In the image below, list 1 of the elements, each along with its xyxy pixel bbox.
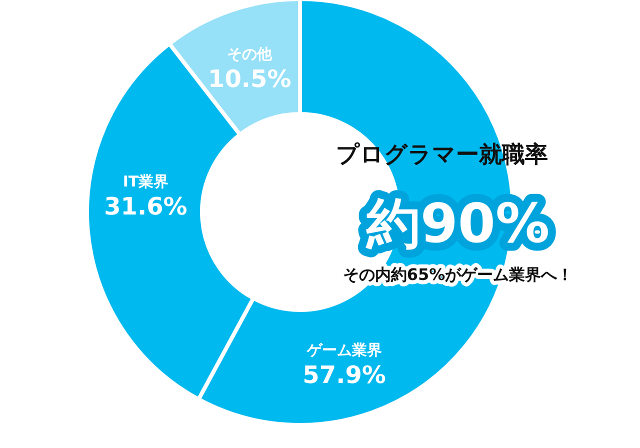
text: プログラマー就職率	[336, 141, 548, 168]
